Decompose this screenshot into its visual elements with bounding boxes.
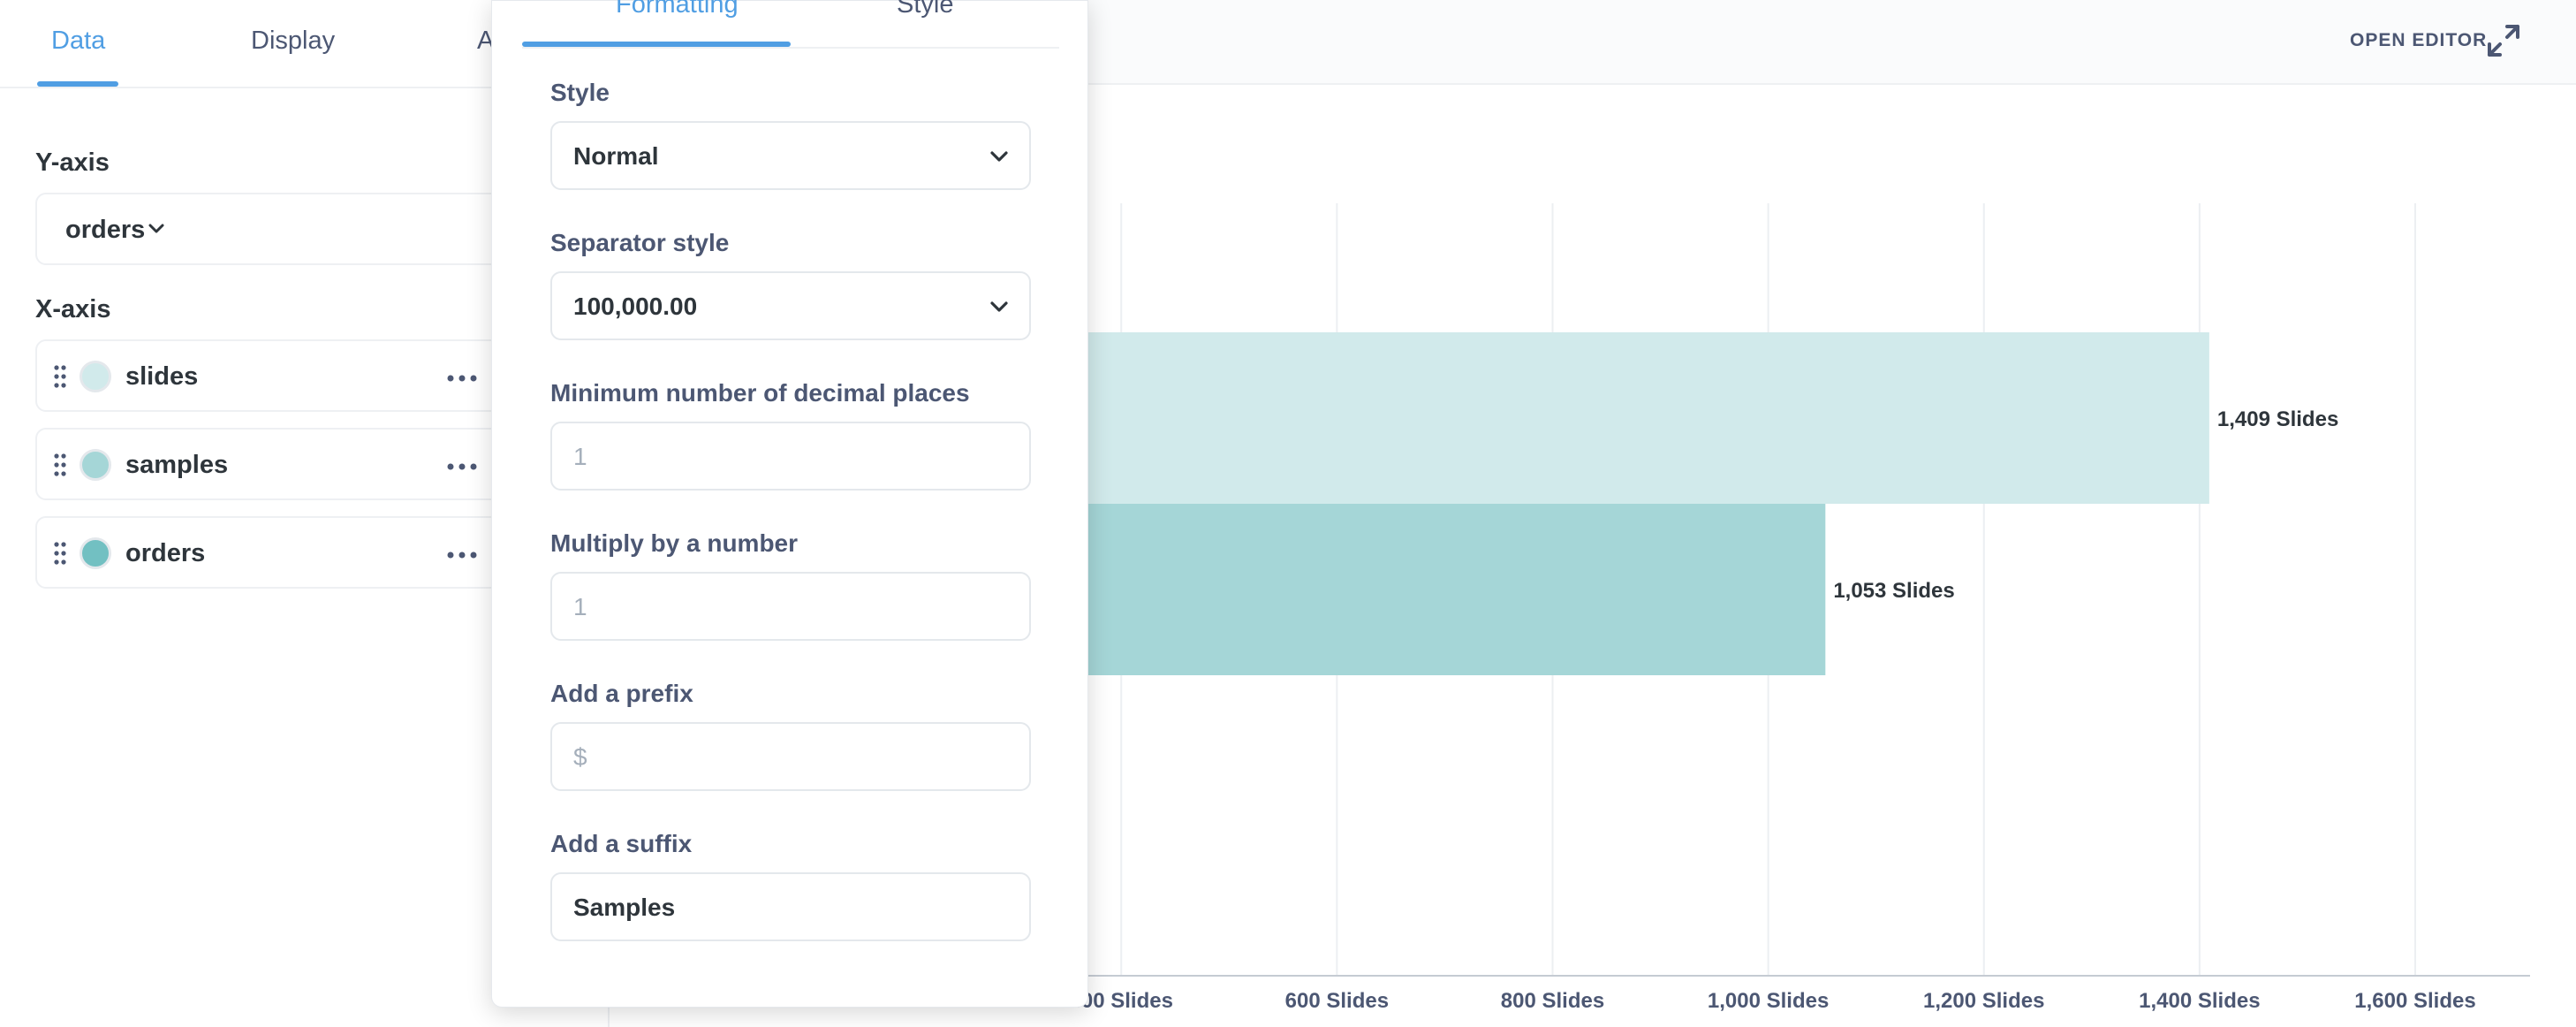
series-color-swatch[interactable]	[80, 537, 111, 569]
series-color-swatch[interactable]	[80, 449, 111, 481]
tab-axes[interactable]: A	[477, 27, 495, 55]
prefix-placeholder: $	[573, 743, 587, 771]
chevron-down-icon	[148, 224, 164, 233]
style-value: Normal	[573, 142, 659, 170]
style-select[interactable]: Normal	[550, 121, 1031, 190]
x-tick-label: 800 Slides	[1501, 989, 1604, 1013]
y-axis-value: orders	[65, 216, 146, 244]
decimal-places-label: Minimum number of decimal places	[550, 379, 970, 407]
multiply-input[interactable]: 1	[550, 572, 1031, 641]
x-tick-label: 1,200 Slides	[1923, 989, 2044, 1013]
x-tick-label: 1,000 Slides	[1708, 989, 1829, 1013]
decimal-places-input[interactable]: 1	[550, 422, 1031, 491]
x-tick-label: 600 Slides	[1285, 989, 1389, 1013]
y-axis-select[interactable]: orders	[35, 193, 601, 265]
style-label: Style	[550, 79, 610, 106]
multiply-placeholder: 1	[573, 593, 587, 620]
prefix-label: Add a prefix	[550, 680, 693, 707]
x-tick-label: 1,600 Slides	[2354, 989, 2475, 1013]
tab-display[interactable]: Display	[251, 27, 336, 55]
drag-handle-icon[interactable]	[53, 453, 67, 477]
series-label: orders	[125, 539, 206, 567]
x-tick-label: 1,400 Slides	[2139, 989, 2260, 1013]
x-axis-label: X-axis	[35, 295, 111, 323]
suffix-label: Add a suffix	[550, 830, 693, 857]
more-options-icon[interactable]	[447, 463, 477, 470]
tab-formatting[interactable]: Formatting	[616, 0, 739, 19]
prefix-input[interactable]: $	[550, 722, 1031, 791]
more-options-icon[interactable]	[447, 552, 477, 559]
suffix-input[interactable]: Samples	[550, 872, 1031, 941]
drag-handle-icon[interactable]	[53, 364, 67, 389]
drag-handle-icon[interactable]	[53, 541, 67, 566]
separator-style-select[interactable]: 100,000.00	[550, 271, 1031, 340]
separator-style-value: 100,000.00	[573, 293, 698, 320]
active-tab-indicator	[522, 42, 791, 47]
popover-tabs: Formatting Style	[522, 0, 1059, 49]
series-label: slides	[125, 362, 199, 391]
separator-style-label: Separator style	[550, 229, 730, 256]
chevron-down-icon	[990, 301, 1008, 312]
tab-data[interactable]: Data	[51, 27, 106, 55]
tab-style[interactable]: Style	[897, 0, 954, 19]
decimal-places-placeholder: 1	[573, 443, 587, 470]
data-label-samples: 1,053 Slides	[1833, 579, 1954, 603]
more-options-icon[interactable]	[447, 375, 477, 382]
open-editor-button[interactable]: OPEN EDITOR	[2350, 30, 2488, 50]
series-label: samples	[125, 451, 229, 479]
series-color-swatch[interactable]	[80, 361, 111, 392]
suffix-value: Samples	[573, 894, 676, 921]
y-axis-label: Y-axis	[35, 148, 110, 177]
active-tab-indicator	[37, 81, 118, 87]
expand-icon[interactable]	[2486, 23, 2521, 58]
sidebar-tabs: Data Display A	[0, 0, 610, 88]
chevron-down-icon	[990, 151, 1008, 162]
multiply-label: Multiply by a number	[550, 529, 799, 557]
data-label-slides: 1,409 Slides	[2217, 407, 2338, 431]
formatting-popover: Formatting Style Style Normal Separator …	[491, 0, 1088, 1008]
